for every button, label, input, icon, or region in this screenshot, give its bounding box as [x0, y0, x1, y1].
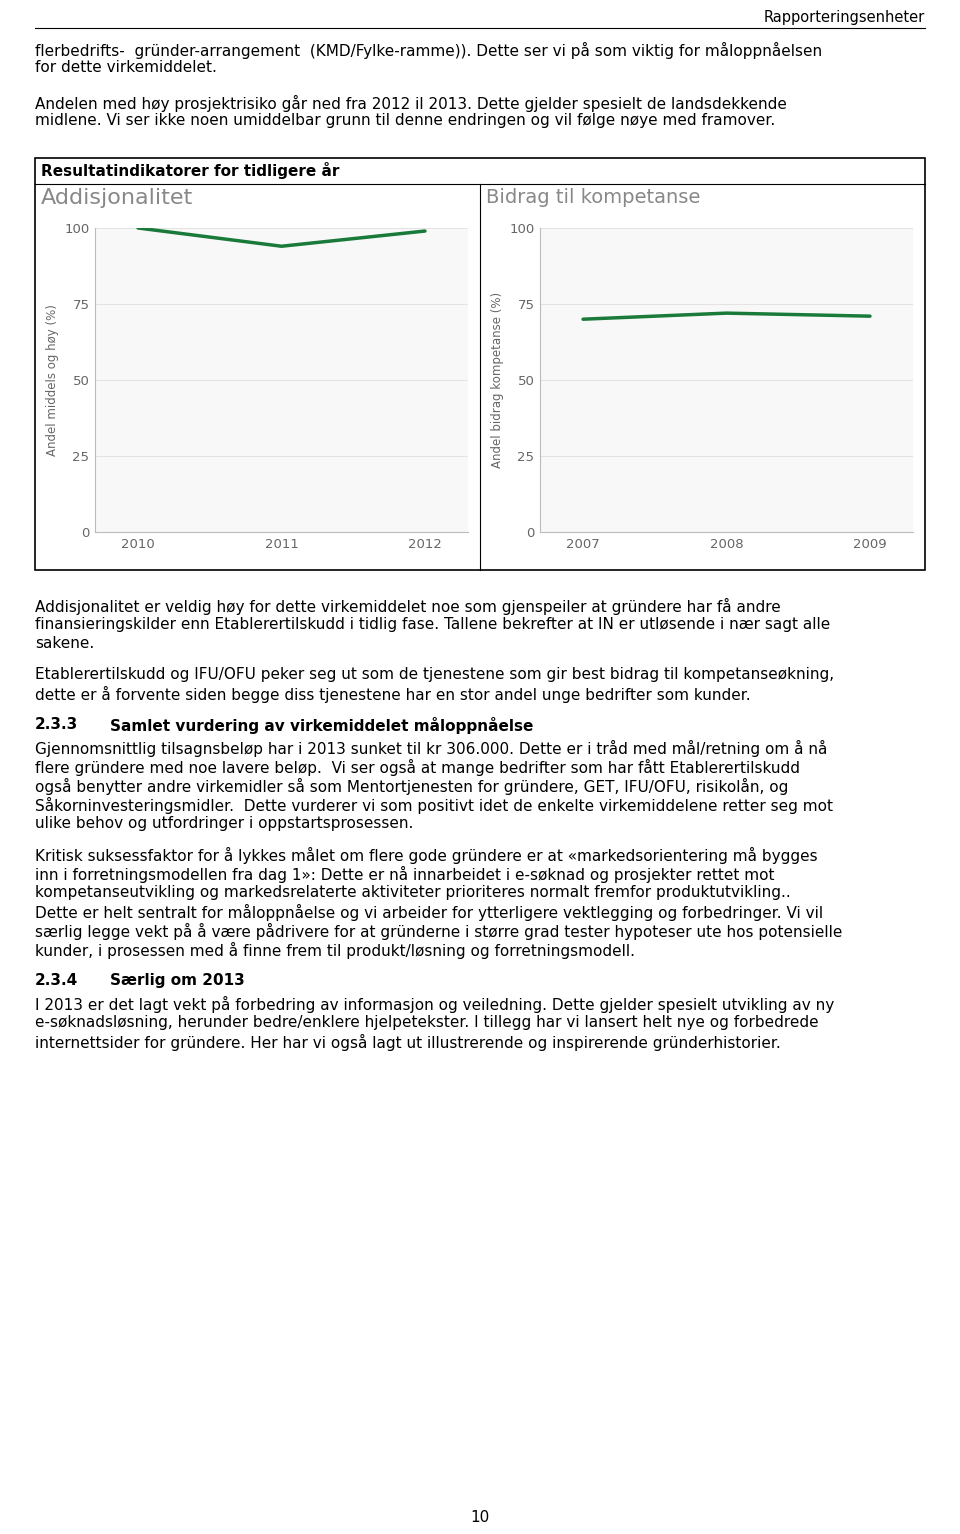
- Text: e-søknadsløsning, herunder bedre/enklere hjelpetekster. I tillegg har vi lansert: e-søknadsløsning, herunder bedre/enklere…: [35, 1016, 819, 1029]
- Text: Bidrag til kompetanse: Bidrag til kompetanse: [486, 189, 701, 207]
- Text: 10: 10: [470, 1509, 490, 1525]
- Text: finansieringskilder enn Etablerertilskudd i tidlig fase. Tallene bekrefter at IN: finansieringskilder enn Etablerertilskud…: [35, 617, 830, 632]
- Y-axis label: Andel middels og høy (%): Andel middels og høy (%): [46, 304, 59, 456]
- Text: flerbedrifts-  gründer-arrangement  (KMD/Fylke-ramme)). Dette ser vi på som vikt: flerbedrifts- gründer-arrangement (KMD/F…: [35, 41, 822, 58]
- Text: sakene.: sakene.: [35, 637, 94, 650]
- Text: Såkorninvesteringsmidler.  Dette vurderer vi som positivt idet de enkelte virkem: Såkorninvesteringsmidler. Dette vurderer…: [35, 798, 833, 815]
- Y-axis label: Andel bidrag kompetanse (%): Andel bidrag kompetanse (%): [491, 291, 504, 468]
- Text: Dette er helt sentralt for måloppnåelse og vi arbeider for ytterligere vektleggi: Dette er helt sentralt for måloppnåelse …: [35, 904, 823, 920]
- Text: Rapporteringsenheter: Rapporteringsenheter: [764, 11, 925, 25]
- Text: internettsider for gründere. Her har vi også lagt ut illustrerende og inspireren: internettsider for gründere. Her har vi …: [35, 1034, 780, 1051]
- Text: 2.3.4: 2.3.4: [35, 973, 79, 988]
- Text: Resultatindikatorer for tidligere år: Resultatindikatorer for tidligere år: [41, 163, 340, 179]
- Bar: [35, 158, 925, 571]
- Text: ulike behov og utfordringer i oppstartsprosessen.: ulike behov og utfordringer i oppstartsp…: [35, 816, 414, 831]
- Text: midlene. Vi ser ikke noen umiddelbar grunn til denne endringen og vil følge nøye: midlene. Vi ser ikke noen umiddelbar gru…: [35, 114, 776, 127]
- Text: inn i forretningsmodellen fra dag 1»: Dette er nå innarbeidet i e-søknad og pros: inn i forretningsmodellen fra dag 1»: De…: [35, 867, 775, 884]
- Text: Addisjonalitet: Addisjonalitet: [41, 189, 193, 209]
- Text: 2.3.3: 2.3.3: [35, 716, 79, 732]
- Text: I 2013 er det lagt vekt på forbedring av informasjon og veiledning. Dette gjelde: I 2013 er det lagt vekt på forbedring av…: [35, 996, 834, 1012]
- Text: Særlig om 2013: Særlig om 2013: [110, 973, 245, 988]
- Text: særlig legge vekt på å være pådrivere for at gründerne i større grad tester hypo: særlig legge vekt på å være pådrivere fo…: [35, 923, 842, 940]
- Text: Addisjonalitet er veldig høy for dette virkemiddelet noe som gjenspeiler at grün: Addisjonalitet er veldig høy for dette v…: [35, 598, 780, 615]
- Text: Andelen med høy prosjektrisiko går ned fra 2012 il 2013. Dette gjelder spesielt : Andelen med høy prosjektrisiko går ned f…: [35, 95, 787, 112]
- Text: også benytter andre virkemidler så som Mentortjenesten for gründere, GET, IFU/OF: også benytter andre virkemidler så som M…: [35, 778, 788, 795]
- Text: Gjennomsnittlig tilsagnsbeløp har i 2013 sunket til kr 306.000. Dette er i tråd : Gjennomsnittlig tilsagnsbeløp har i 2013…: [35, 739, 828, 756]
- Text: flere gründere med noe lavere beløp.  Vi ser også at mange bedrifter som har fåt: flere gründere med noe lavere beløp. Vi …: [35, 759, 800, 776]
- Text: kunder, i prosessen med å finne frem til produkt/løsning og forretningsmodell.: kunder, i prosessen med å finne frem til…: [35, 942, 635, 959]
- Text: Kritisk suksessfaktor for å lykkes målet om flere gode gründere er at «markedsor: Kritisk suksessfaktor for å lykkes målet…: [35, 847, 818, 864]
- Text: Samlet vurdering av virkemiddelet måloppnåelse: Samlet vurdering av virkemiddelet målopp…: [110, 716, 534, 733]
- Text: dette er å forvente siden begge diss tjenestene har en stor andel unge bedrifter: dette er å forvente siden begge diss tje…: [35, 686, 751, 703]
- Text: kompetanseutvikling og markedsrelaterte aktiviteter prioriteres normalt fremfor : kompetanseutvikling og markedsrelaterte …: [35, 885, 791, 900]
- Text: Etablerertilskudd og IFU/OFU peker seg ut som de tjenestene som gir best bidrag : Etablerertilskudd og IFU/OFU peker seg u…: [35, 667, 834, 683]
- Text: for dette virkemiddelet.: for dette virkemiddelet.: [35, 60, 217, 75]
